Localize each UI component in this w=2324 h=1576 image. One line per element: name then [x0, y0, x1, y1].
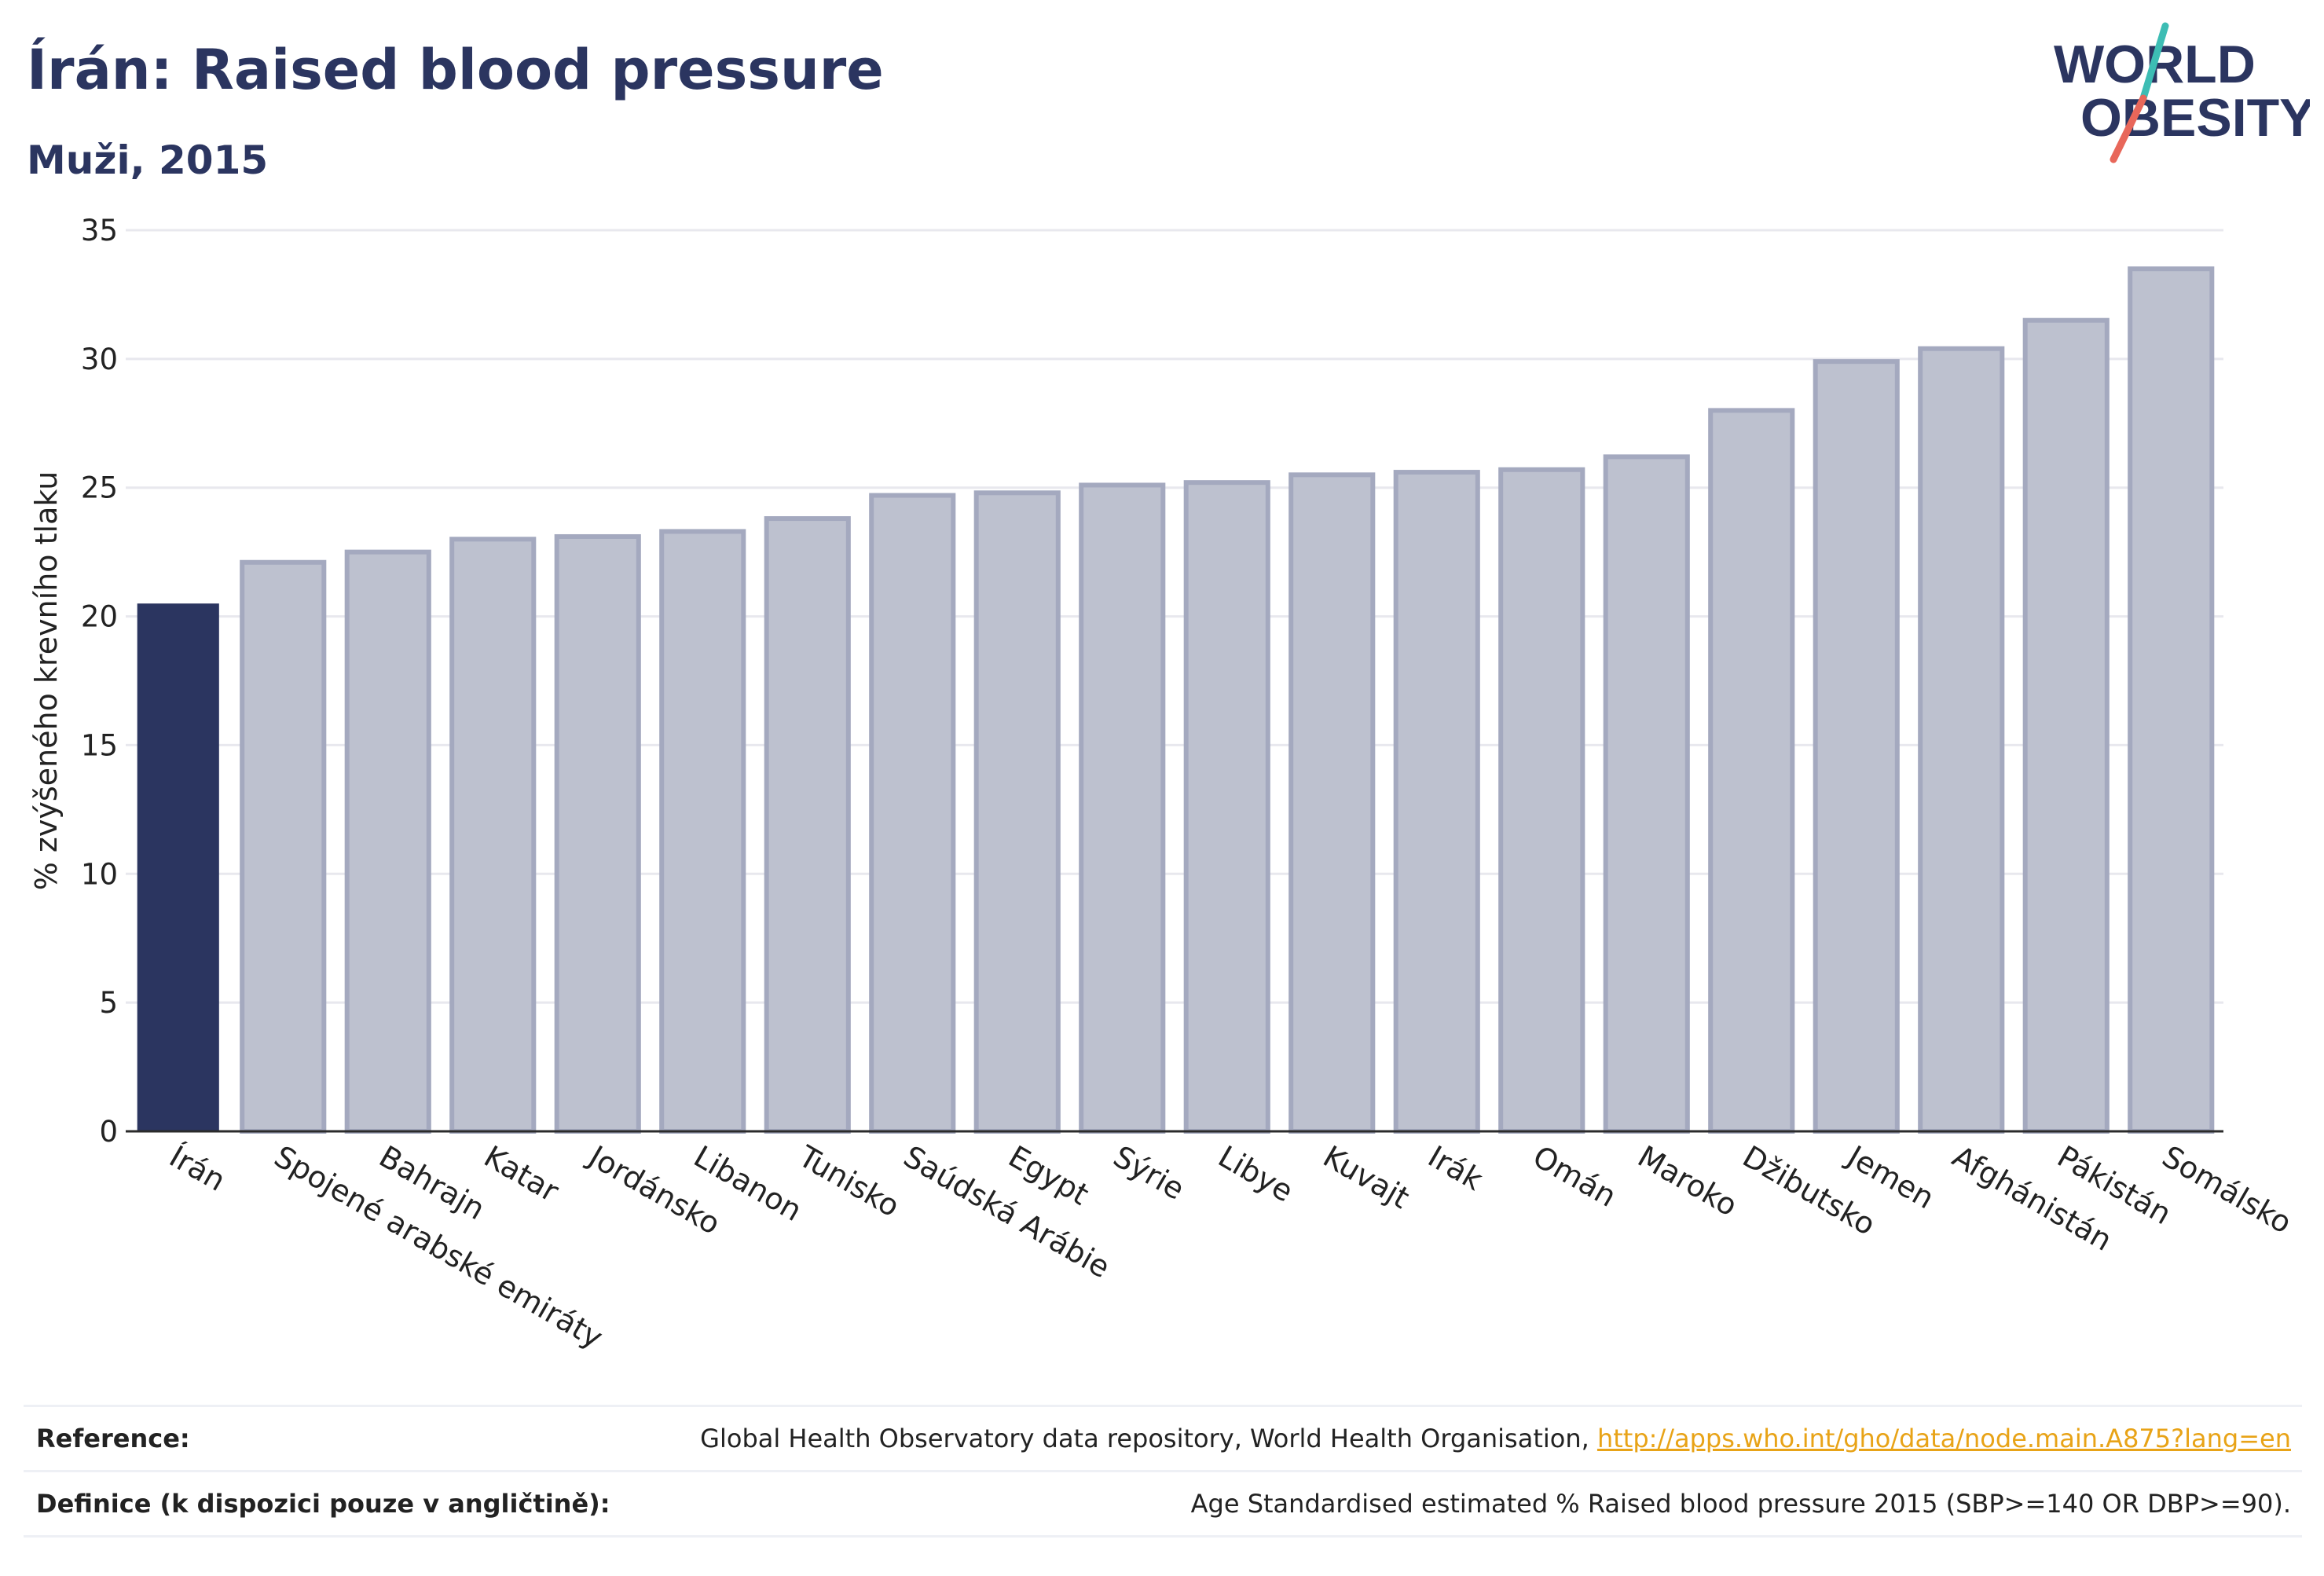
reference-table: Reference: Global Health Observatory dat…: [24, 1405, 2302, 1538]
x-tick-label: Kuvajt: [1318, 1139, 1415, 1215]
chart-title: Írán: Raised blood pressure: [27, 38, 884, 102]
y-tick-label: 10: [81, 857, 118, 891]
reference-link[interactable]: http://apps.who.int/gho/data/node.main.A…: [1596, 1424, 2291, 1453]
y-axis-ticks: 0 5 10 15 20 25 30 35: [81, 214, 118, 1149]
bar-9[interactable]: [1079, 482, 1166, 1134]
y-tick-label: 30: [81, 343, 118, 376]
bar-12[interactable]: [1393, 470, 1480, 1134]
world-obesity-logo: WORLD OBESITY: [2054, 22, 2310, 163]
y-tick-label: 5: [99, 986, 118, 1020]
y-tick-label: 20: [81, 600, 118, 634]
x-tick-label: Sýrie: [1108, 1139, 1190, 1207]
bar-2[interactable]: [344, 549, 431, 1134]
x-tick-label: Somálsko: [2157, 1139, 2298, 1241]
bar-8[interactable]: [973, 490, 1061, 1134]
x-tick-label: Tunisko: [792, 1138, 905, 1224]
gridlines: [126, 229, 2223, 1004]
bar-17[interactable]: [1918, 346, 2005, 1134]
bar-1[interactable]: [240, 559, 327, 1134]
bar-5[interactable]: [659, 529, 746, 1134]
bar-18[interactable]: [2022, 317, 2110, 1134]
bar-14[interactable]: [1603, 454, 1690, 1134]
reference-label: Reference:: [36, 1424, 190, 1453]
y-tick-label: 15: [81, 728, 118, 762]
bar-10[interactable]: [1183, 480, 1270, 1134]
x-tick-label: Írán: [163, 1139, 231, 1198]
bar-4[interactable]: [554, 533, 641, 1134]
logo-coral-slash: [2110, 94, 2147, 163]
bars: [137, 266, 2215, 1134]
reference-row: Reference: Global Health Observatory dat…: [24, 1405, 2302, 1470]
y-axis-label: % zvýšeného krevního tlaku: [29, 471, 64, 891]
bar-16[interactable]: [1813, 359, 1900, 1134]
bar-19[interactable]: [2128, 266, 2215, 1134]
bar-3[interactable]: [449, 537, 537, 1134]
bar-6[interactable]: [764, 516, 851, 1134]
definition-value: Age Standardised estimated % Raised bloo…: [1190, 1489, 2291, 1519]
bar-13[interactable]: [1498, 467, 1585, 1134]
y-tick-label: 25: [81, 471, 118, 505]
y-tick-label: 35: [81, 214, 118, 247]
x-tick-label: Irák: [1422, 1139, 1488, 1197]
x-tick-label: Libye: [1212, 1139, 1299, 1209]
bar-chart: 0 5 10 15 20 25 30 35 Írán Spojené arabské emirá…: [29, 214, 2297, 1355]
x-tick-label: Omán: [1527, 1139, 1622, 1214]
reference-source-text: Global Health Observatory data repositor…: [700, 1424, 1597, 1453]
reference-value: Global Health Observatory data repositor…: [700, 1424, 2302, 1453]
bar-11[interactable]: [1288, 472, 1376, 1134]
logo-word-obesity: OBESITY: [2080, 88, 2310, 148]
definition-row: Definice (k dispozici pouze v angličtině…: [24, 1470, 2302, 1538]
bar-15[interactable]: [1708, 408, 1795, 1134]
y-tick-label: 0: [99, 1115, 118, 1149]
chart-subtitle: Muži, 2015: [27, 137, 269, 183]
x-tick-label: Katar: [478, 1139, 565, 1209]
x-tick-label: Maroko: [1632, 1139, 1743, 1223]
logo-teal-slash: [2139, 22, 2169, 102]
definition-label: Definice (k dispozici pouze v angličtině…: [36, 1489, 610, 1519]
bar-0[interactable]: [137, 603, 219, 1131]
bar-7[interactable]: [869, 493, 956, 1134]
